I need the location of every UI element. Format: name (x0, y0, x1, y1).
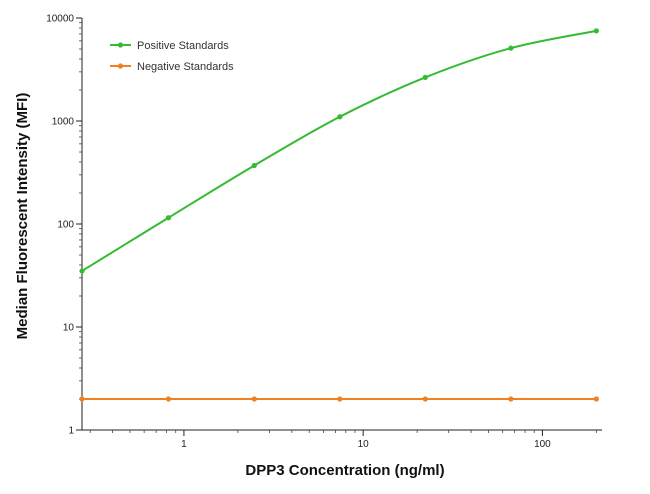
positive-standards-point (422, 74, 428, 81)
positive-standards-point (79, 268, 85, 274)
negative-standards-legend-marker (117, 63, 124, 69)
positive-standards-legend-label: Positive Standards (137, 40, 229, 52)
negative-standards-point (422, 396, 428, 402)
negative-standards-point (79, 396, 85, 402)
negative-standards-point (593, 396, 599, 402)
negative-standards-point (508, 396, 514, 402)
positive-standards-point (165, 215, 172, 221)
x-ticks: 1 10 100 (89, 430, 597, 450)
positive-standards-point (337, 114, 343, 120)
positive-standards-legend-marker (117, 42, 124, 48)
series-layer (79, 28, 599, 402)
y-tick-label: 10000 (46, 14, 74, 25)
y-tick-label: 1000 (52, 117, 75, 128)
positive-standards-point (593, 28, 599, 34)
y-tick-label: 10 (63, 323, 75, 334)
negative-standards-point (251, 396, 257, 402)
x-tick-label: 1 (181, 439, 187, 450)
positive-standards-point (508, 45, 514, 51)
y-tick-label: 100 (57, 220, 74, 231)
positive-standards-point (251, 162, 257, 169)
y-tick-label: 1 (68, 426, 74, 437)
legend: Positive Standards Negative Standards (110, 40, 234, 73)
negative-standards-legend-label: Negative Standards (137, 61, 234, 73)
y-axis-title: Median Fluorescent Intensity (MFI) (14, 93, 31, 340)
x-axis-title: DPP3 Concentration (ng/ml) (245, 462, 444, 479)
y-ticks: 1 10 100 1000 10000 (46, 14, 82, 437)
x-tick-label: 100 (534, 439, 551, 450)
x-tick-label: 10 (358, 439, 370, 450)
negative-standards-point (165, 396, 172, 402)
negative-standards-point (337, 396, 343, 402)
